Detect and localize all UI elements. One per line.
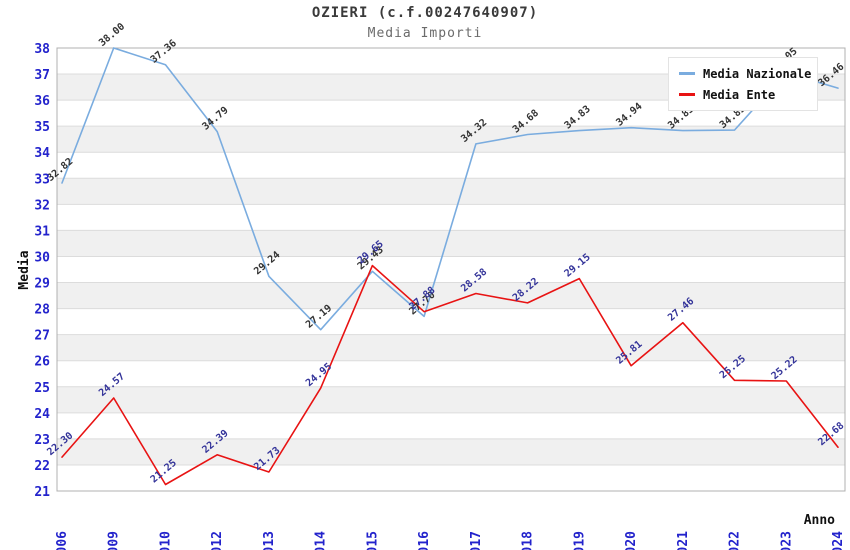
legend-label-media-ente: Media Ente bbox=[703, 87, 776, 102]
x-axis-title: Anno bbox=[804, 513, 835, 528]
nazionale-line-swatch-icon bbox=[679, 72, 695, 75]
x-tick-label: 2024 bbox=[831, 531, 846, 550]
x-tick-label: 2015 bbox=[365, 531, 380, 550]
x-tick-label: 2006 bbox=[55, 531, 70, 550]
data-label-ente: 24.95 bbox=[304, 361, 334, 389]
ente-line-swatch-icon bbox=[679, 93, 695, 96]
legend: Media Nazionale Media Ente bbox=[668, 57, 818, 111]
chart-subtitle: Media Importi bbox=[367, 26, 483, 41]
x-tick-label: 2014 bbox=[314, 531, 329, 550]
y-tick-label: 34 bbox=[34, 146, 50, 161]
series-line-ente bbox=[61, 264, 839, 486]
y-tick-label: 38 bbox=[34, 42, 50, 57]
legend-label-media-nazionale: Media Nazionale bbox=[703, 66, 812, 81]
series-line-nazionale bbox=[61, 47, 839, 331]
legend-item-media-nazionale: Media Nazionale bbox=[679, 65, 812, 82]
plot-border bbox=[56, 47, 846, 492]
y-tick-label: 33 bbox=[34, 172, 50, 187]
x-tick-label: 2010 bbox=[158, 531, 173, 550]
y-tick-label: 29 bbox=[34, 277, 50, 292]
y-tick-label: 32 bbox=[34, 198, 50, 213]
x-tick-label: 2023 bbox=[779, 531, 794, 550]
x-tick-label: 2022 bbox=[728, 531, 743, 550]
grid-band bbox=[57, 178, 845, 205]
y-tick-label: 36 bbox=[34, 94, 50, 109]
x-tick-label: 2018 bbox=[521, 531, 536, 550]
x-tick-label: 2012 bbox=[210, 531, 225, 550]
legend-item-media-ente: Media Ente bbox=[679, 86, 809, 103]
grid-band bbox=[57, 386, 845, 413]
y-tick-label: 35 bbox=[34, 120, 50, 135]
x-tick-label: 2017 bbox=[469, 531, 484, 550]
data-label-nazionale: 34.94 bbox=[614, 101, 644, 129]
grid-band bbox=[57, 334, 845, 361]
y-tick-label: 25 bbox=[34, 381, 50, 396]
x-tick-label: 2019 bbox=[572, 531, 587, 550]
y-tick-label: 22 bbox=[34, 459, 50, 474]
x-tick-label: 2016 bbox=[417, 531, 432, 550]
data-label-nazionale: 37.36 bbox=[149, 38, 179, 66]
y-tick-label: 26 bbox=[34, 355, 50, 370]
y-tick-label: 27 bbox=[34, 329, 50, 344]
y-tick-label: 28 bbox=[34, 303, 50, 318]
y-axis-title: Media bbox=[17, 250, 32, 289]
y-tick-label: 21 bbox=[34, 485, 50, 500]
x-tick-label: 2020 bbox=[624, 531, 639, 550]
x-tick-label: 2021 bbox=[676, 531, 691, 550]
y-tick-label: 37 bbox=[34, 68, 50, 83]
y-tick-label: 31 bbox=[34, 224, 50, 239]
y-tick-label: 30 bbox=[34, 250, 50, 265]
x-tick-label: 2013 bbox=[262, 531, 277, 550]
y-tick-label: 23 bbox=[34, 433, 50, 448]
grid-band bbox=[57, 438, 845, 465]
grid-band bbox=[57, 282, 845, 309]
y-tick-label: 24 bbox=[34, 407, 50, 422]
x-tick-label: 2009 bbox=[107, 531, 122, 550]
grid-band bbox=[57, 230, 845, 257]
chart-title: OZIERI (c.f.00247640907) bbox=[311, 5, 539, 21]
